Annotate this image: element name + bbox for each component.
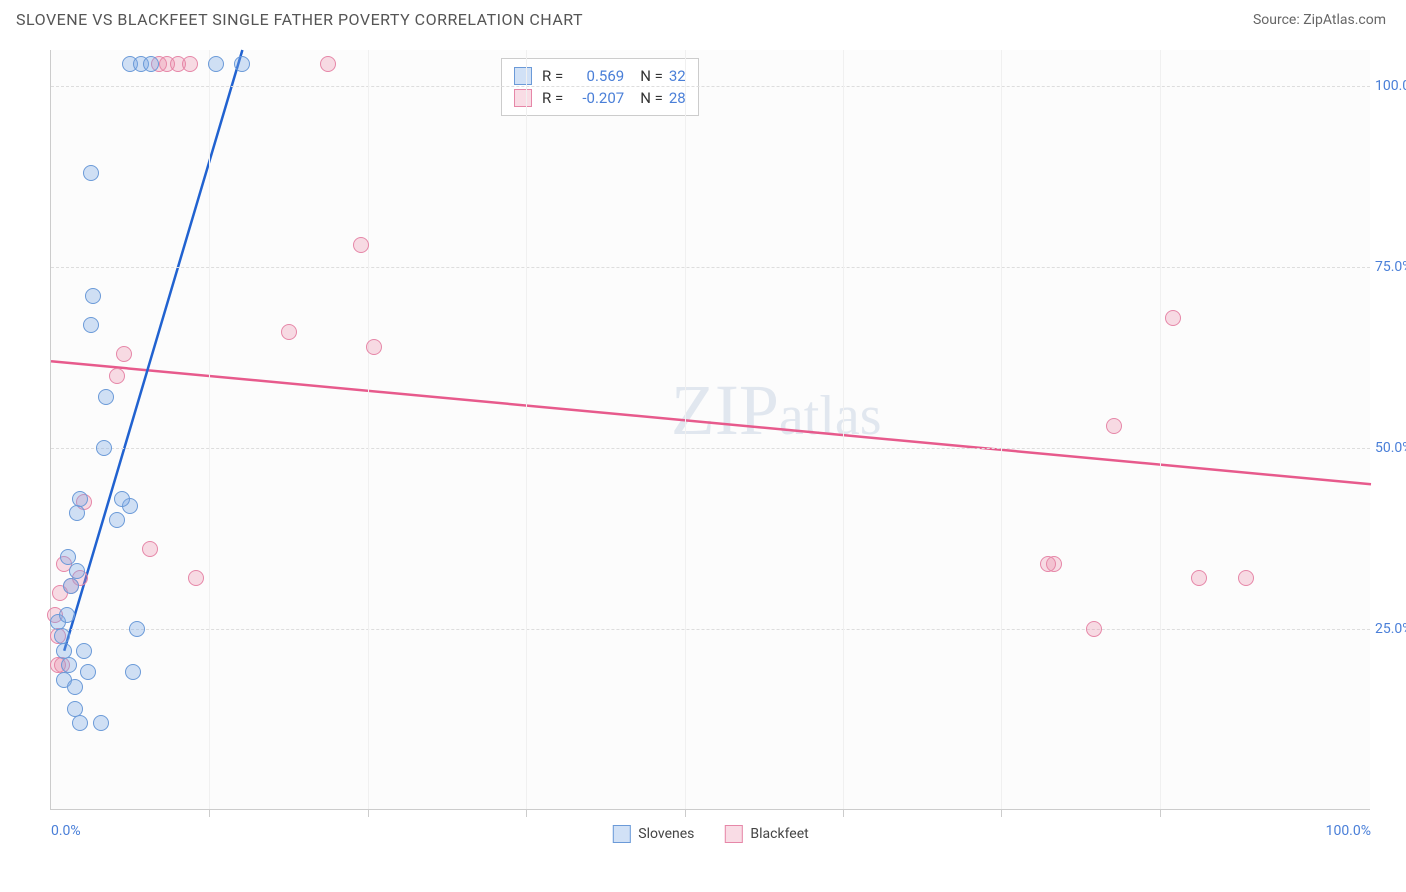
scatter-point-blackfeet — [142, 541, 158, 557]
legend-item-slovenes: Slovenes — [612, 825, 694, 843]
x-tick-minor — [843, 809, 844, 817]
x-tick-minor — [1001, 809, 1002, 817]
x-tick-minor — [368, 809, 369, 817]
chart-title: SLOVENE VS BLACKFEET SINGLE FATHER POVER… — [16, 10, 583, 29]
scatter-point-slovenes — [114, 491, 130, 507]
gridline-v — [685, 50, 686, 809]
scatter-point-slovenes — [93, 715, 109, 731]
scatter-point-blackfeet — [1040, 556, 1056, 572]
gridline-v — [209, 50, 210, 809]
swatch-blackfeet — [724, 825, 742, 843]
x-tick-minor — [685, 809, 686, 817]
y-tick-label: 75.0% — [1375, 259, 1406, 275]
scatter-point-slovenes — [80, 664, 96, 680]
scatter-point-blackfeet — [116, 346, 132, 362]
source-label: Source: ZipAtlas.com — [1253, 12, 1386, 28]
n-label: N = — [640, 89, 663, 107]
legend-row-blackfeet: R = -0.207 N = 28 — [514, 87, 686, 109]
x-tick-label: 0.0% — [51, 823, 81, 839]
x-tick-minor — [1160, 809, 1161, 817]
trend-line-slovenes — [64, 50, 242, 651]
scatter-point-slovenes — [98, 389, 114, 405]
y-tick-label: 25.0% — [1375, 621, 1406, 637]
r-value-slovenes: 0.569 — [569, 67, 624, 85]
scatter-point-blackfeet — [1106, 418, 1122, 434]
scatter-point-slovenes — [69, 505, 85, 521]
legend-item-blackfeet: Blackfeet — [724, 825, 808, 843]
scatter-point-slovenes — [54, 628, 70, 644]
scatter-point-slovenes — [208, 56, 224, 72]
x-tick-minor — [209, 809, 210, 817]
scatter-point-slovenes — [60, 549, 76, 565]
scatter-point-blackfeet — [188, 570, 204, 586]
scatter-point-slovenes — [61, 657, 77, 673]
scatter-point-blackfeet — [1191, 570, 1207, 586]
scatter-point-blackfeet — [353, 237, 369, 253]
scatter-point-slovenes — [63, 578, 79, 594]
gridline-v — [368, 50, 369, 809]
swatch-slovenes — [612, 825, 630, 843]
x-tick-label: 100.0% — [1326, 823, 1371, 839]
scatter-point-slovenes — [143, 56, 159, 72]
scatter-point-blackfeet — [320, 56, 336, 72]
gridline-h — [51, 86, 1370, 87]
series-legend: Slovenes Blackfeet — [612, 825, 808, 843]
scatter-point-blackfeet — [1165, 310, 1181, 326]
scatter-point-slovenes — [125, 664, 141, 680]
scatter-point-slovenes — [72, 715, 88, 731]
r-value-blackfeet: -0.207 — [569, 89, 624, 107]
scatter-point-slovenes — [96, 440, 112, 456]
scatter-point-slovenes — [109, 512, 125, 528]
gridline-v — [526, 50, 527, 809]
y-tick-label: 50.0% — [1375, 440, 1406, 456]
scatter-point-slovenes — [59, 607, 75, 623]
scatter-point-slovenes — [83, 317, 99, 333]
scatter-point-blackfeet — [1086, 621, 1102, 637]
gridline-h — [51, 629, 1370, 630]
gridline-v — [1160, 50, 1161, 809]
scatter-point-slovenes — [83, 165, 99, 181]
scatter-point-slovenes — [129, 621, 145, 637]
r-label: R = — [542, 89, 563, 107]
scatter-point-blackfeet — [366, 339, 382, 355]
n-label: N = — [640, 67, 663, 85]
gridline-v — [843, 50, 844, 809]
scatter-point-slovenes — [67, 679, 83, 695]
scatter-point-blackfeet — [109, 368, 125, 384]
n-value-blackfeet: 28 — [669, 89, 686, 107]
y-tick-label: 100.0% — [1375, 78, 1406, 94]
swatch-blackfeet — [514, 89, 532, 107]
scatter-point-slovenes — [69, 563, 85, 579]
scatter-point-blackfeet — [1238, 570, 1254, 586]
x-tick-minor — [526, 809, 527, 817]
gridline-v — [1001, 50, 1002, 809]
trend-lines — [51, 50, 1371, 810]
gridline-h — [51, 448, 1370, 449]
r-label: R = — [542, 67, 563, 85]
scatter-point-slovenes — [85, 288, 101, 304]
scatter-point-slovenes — [72, 491, 88, 507]
swatch-slovenes — [514, 67, 532, 85]
trend-line-blackfeet — [51, 361, 1371, 484]
scatter-point-slovenes — [67, 701, 83, 717]
scatter-point-slovenes — [76, 643, 92, 659]
scatter-point-slovenes — [234, 56, 250, 72]
legend-row-slovenes: R = 0.569 N = 32 — [514, 65, 686, 87]
gridline-h — [51, 267, 1370, 268]
scatter-point-slovenes — [56, 643, 72, 659]
plot-area: ZIPatlas R = 0.569 N = 32 R = -0.207 N =… — [50, 50, 1370, 810]
legend-label-slovenes: Slovenes — [638, 826, 694, 842]
scatter-point-blackfeet — [182, 56, 198, 72]
n-value-slovenes: 32 — [669, 67, 686, 85]
scatter-point-blackfeet — [281, 324, 297, 340]
legend-label-blackfeet: Blackfeet — [750, 826, 808, 842]
